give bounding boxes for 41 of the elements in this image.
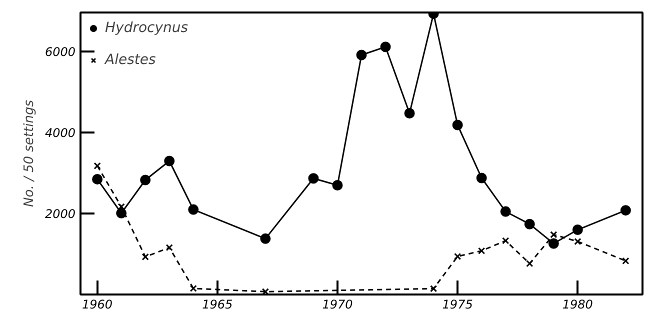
y-tick-label: 6000 <box>44 45 76 60</box>
point <box>550 231 558 238</box>
x-tick-label: 1965 <box>202 298 233 312</box>
point <box>262 288 270 294</box>
point <box>308 173 319 184</box>
point <box>188 204 199 215</box>
point <box>380 42 391 52</box>
x-tick-label: 1975 <box>442 298 473 312</box>
point <box>332 180 343 190</box>
point <box>166 244 173 252</box>
legend-label: Alestes <box>105 52 156 68</box>
point <box>92 174 103 184</box>
point <box>190 284 197 292</box>
point <box>478 247 486 254</box>
point <box>404 108 415 118</box>
point <box>548 238 559 249</box>
point <box>574 238 582 246</box>
x-tick-label: 1960 <box>82 298 113 312</box>
point <box>502 237 510 244</box>
legend-label: Hydrocynus <box>105 20 188 36</box>
y-tick-label: 4000 <box>44 126 76 140</box>
point <box>260 233 271 244</box>
point <box>526 260 534 268</box>
x-tick-label: 1980 <box>562 298 594 312</box>
point <box>524 218 535 230</box>
y-tick-label: 2000 <box>44 207 76 222</box>
point <box>140 174 151 186</box>
point <box>164 156 175 166</box>
point <box>454 252 462 260</box>
point <box>620 205 631 216</box>
point <box>500 206 511 217</box>
point <box>356 50 367 60</box>
point <box>142 253 149 260</box>
point <box>452 120 463 130</box>
point <box>94 162 101 170</box>
x-tick-label: 1970 <box>322 298 354 312</box>
point <box>476 172 487 184</box>
point <box>572 224 583 236</box>
y-axis-title: No. / 50 settings <box>22 100 37 207</box>
point <box>430 285 438 292</box>
point <box>622 257 630 264</box>
